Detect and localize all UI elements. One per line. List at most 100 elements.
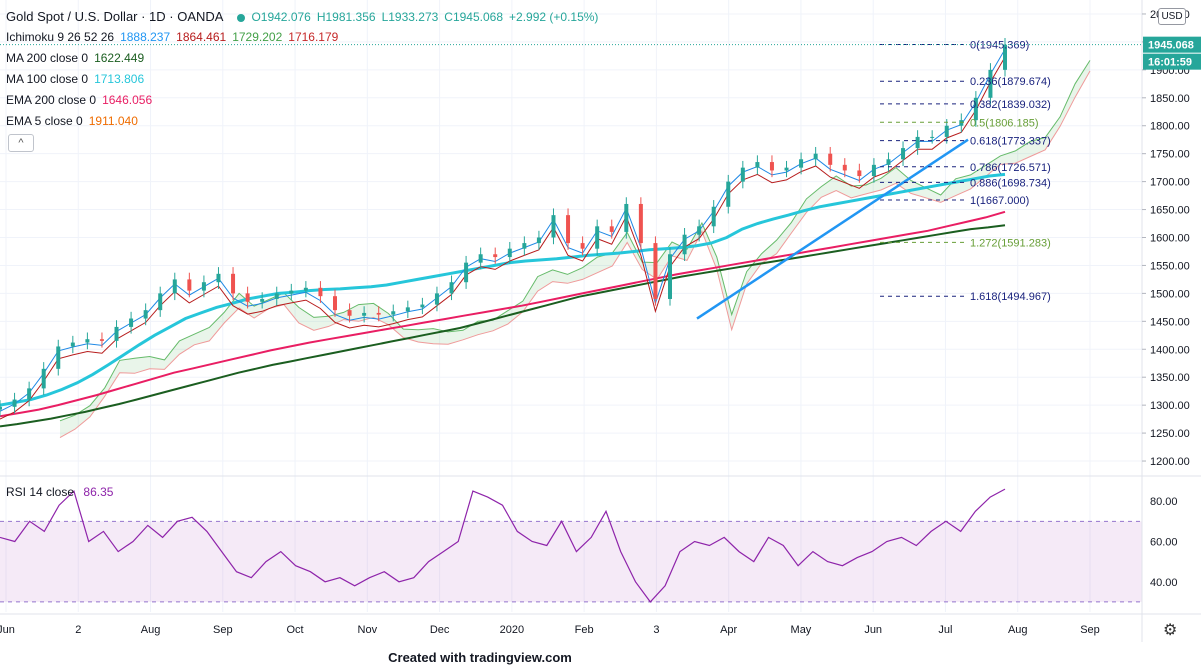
candle-body [260,298,265,302]
indicator-name: MA 200 close 0 [6,51,89,65]
candle-body [507,248,512,258]
candle-body [464,262,469,283]
countdown-tag [1143,53,1201,70]
fib-level-label: 1(1667.000) [970,195,1029,207]
ema200-line [0,210,1006,418]
indicator-value: 1713.806 [94,72,145,86]
candle-body [609,226,614,232]
candle-body [638,203,643,244]
rsi-panel [0,475,1201,603]
candle-body [12,399,17,407]
ohlc-high: H1981.356 [316,10,376,24]
candle-body [347,310,352,316]
tenkan-line [0,48,1006,412]
senkou-span-b [59,70,1091,439]
gear-icon[interactable]: ⚙ [1163,622,1178,639]
candle-body [536,237,541,244]
candle-body [216,273,221,283]
candle-body [187,279,192,291]
indicator-value: 1716.179 [288,30,339,44]
candle-body [289,290,294,294]
candle-body [871,164,876,177]
candle-body [70,342,75,347]
time-tick-label: 2020 [500,624,524,636]
price-tick-label: 1700.00 [1150,177,1190,189]
candle-body [959,120,964,126]
time-tick-label: May [791,624,812,636]
candle-body [682,234,687,255]
candle-body [114,326,119,341]
rsi-legend: RSI 14 close 86.35 [6,485,113,499]
indicator-value: 1622.449 [94,51,145,65]
currency-badge[interactable]: USD [1158,8,1186,25]
indicator-name: EMA 5 close 0 [6,114,83,128]
candle-body [886,159,891,165]
price-tick-label: 1800.00 [1150,121,1190,133]
trend-line [696,138,969,320]
time-tick-label: Sep [213,624,233,636]
fib-level-label: 0(1945.369) [970,39,1029,51]
kijun-line [0,56,1006,420]
indicator-value: 1646.056 [102,93,153,107]
candle-body [405,307,410,312]
candle-body [27,388,32,400]
fib-level-label: 0.618(1773.337) [970,136,1051,148]
time-tick-label: Feb [575,624,594,636]
legend: Gold Spot / U.S. Dollar · 1D · OANDA O194… [6,6,604,132]
candle-body [1003,44,1007,70]
candle-body [172,279,177,294]
axes: 20501200.001250.001300.001350.001400.001… [0,0,1201,642]
price-tick-label: 1550.00 [1150,260,1190,272]
candle-body [668,254,672,299]
candle-body [551,215,556,238]
indicator-row: MA 200 close 0 1622.449 [6,48,604,69]
fibonacci-retracement: 0(1945.369) 0.236(1879.674) 0.382(1839.032… [0,39,1142,303]
rsi-tick-label: 60.00 [1150,536,1178,548]
ma100-line [0,172,1006,407]
candle-body [813,153,818,160]
price-tick-label: 1300.00 [1150,400,1190,412]
indicator-value: 1864.461 [176,30,227,44]
time-tick-label: Jun [864,624,882,636]
candle-body [653,243,658,299]
rsi-tick-label: 40.00 [1150,577,1178,589]
indicator-value: 1729.202 [232,30,283,44]
candle-body [420,304,425,308]
candle-body [274,293,279,299]
candle-body [973,97,978,121]
fib-level-label: 1.618(1494.967) [970,291,1051,303]
candle-body [624,203,629,232]
candle-body [333,296,337,311]
price-tick-label: 1750.00 [1150,149,1190,161]
time-tick-label: Jul [938,624,952,636]
ohlc-close: C1945.068 [444,10,504,24]
indicator-row: MA 100 close 0 1713.806 [6,69,604,90]
candle-body [449,282,454,294]
collapse-legend-button[interactable]: ^ [8,134,34,152]
candle-body [391,311,396,315]
symbol-row: Gold Spot / U.S. Dollar · 1D · OANDA O194… [6,6,604,27]
time-tick-label: Nov [358,624,378,636]
rsi-label: RSI 14 close [6,485,75,499]
rsi-value: 86.35 [83,485,114,499]
candle-body [478,254,483,263]
indicator-row: Ichimoku 9 26 52 26 1888.237 1864.461 1729.… [6,27,604,48]
candle-body [522,243,527,249]
time-tick-label: Sep [1080,624,1100,636]
candle-body [376,312,381,315]
candle-body [566,215,571,244]
candle-body [799,159,804,168]
time-tick-label: 2 [75,624,81,636]
market-status-icon [237,13,246,22]
indicator-name: Ichimoku 9 26 52 26 [6,30,115,44]
candle-body [784,167,789,171]
candle-body [697,226,702,235]
candle-body [245,293,250,302]
candle-body [434,293,439,305]
candle-body [711,206,716,227]
indicator-row: EMA 200 close 0 1646.056 [6,90,604,111]
time-tick-label: Dec [430,624,450,636]
candle-body [580,243,585,249]
moving-averages [0,48,1006,428]
